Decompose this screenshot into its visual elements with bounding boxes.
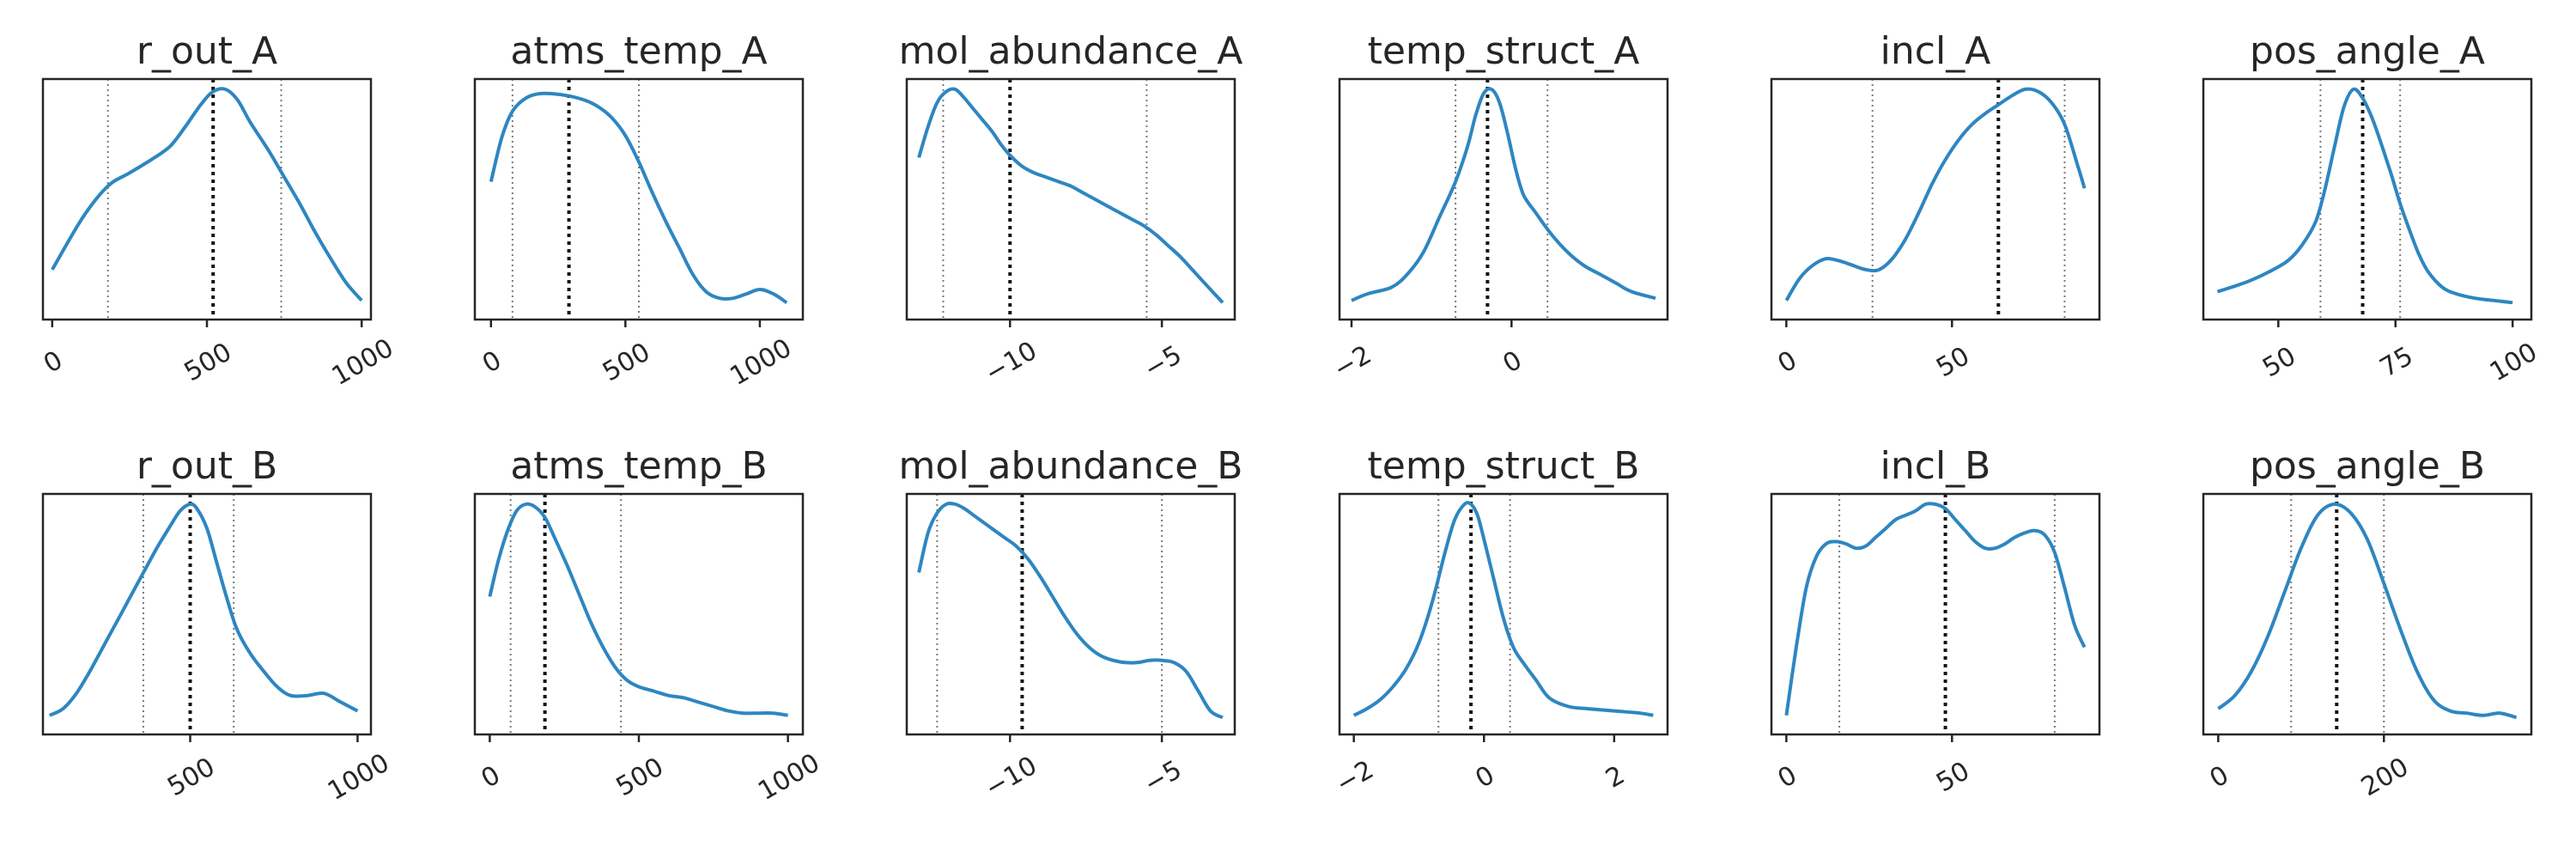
x-tick-label: 50 bbox=[1931, 341, 1975, 383]
subplot-title: pos_angle_B bbox=[2250, 444, 2485, 488]
subplot-title: incl_B bbox=[1880, 444, 1991, 488]
x-tick-label: 1000 bbox=[753, 748, 825, 807]
x-tick-label: −10 bbox=[980, 336, 1042, 389]
axes-frame bbox=[1338, 77, 1669, 321]
density-curve bbox=[48, 502, 359, 717]
axes-frame bbox=[1770, 77, 2101, 321]
axes-frame bbox=[905, 492, 1236, 736]
axes-frame bbox=[1338, 492, 1669, 736]
x-tick-label: 200 bbox=[2356, 752, 2414, 802]
subplot-title: mol_abundance_A bbox=[899, 29, 1243, 73]
subplot-title: r_out_A bbox=[137, 29, 277, 73]
x-tick-label: 0 bbox=[1498, 345, 1528, 380]
subplot-mol_abundance_A: mol_abundance_A −10 −5 bbox=[899, 29, 1243, 389]
x-tick-label: 500 bbox=[598, 337, 655, 387]
density-curve bbox=[489, 91, 788, 304]
x-tick-label: 0 bbox=[1773, 345, 1802, 380]
x-tick-label: 2 bbox=[1601, 760, 1630, 795]
density-curve bbox=[1784, 87, 2087, 302]
subplot-pos_angle_A: pos_angle_A 50 75 100 bbox=[2202, 29, 2543, 387]
subplot-atms_temp_A: atms_temp_A 0 500 1000 bbox=[473, 29, 805, 392]
x-tick-label: 75 bbox=[2375, 341, 2419, 383]
subplot-incl_A: incl_A 0 50 bbox=[1770, 29, 2101, 383]
x-tick-label: 0 bbox=[477, 345, 507, 380]
x-tick-label: −2 bbox=[1328, 340, 1376, 385]
subplot-title: r_out_B bbox=[137, 444, 277, 488]
x-tick-label: 1000 bbox=[725, 333, 797, 392]
subplot-pos_angle_B: pos_angle_B 0 200 bbox=[2202, 444, 2533, 802]
x-tick-label: −10 bbox=[980, 751, 1042, 804]
density-curve bbox=[2217, 502, 2518, 720]
subplot-r_out_A: r_out_A 0 500 1000 bbox=[39, 29, 398, 392]
x-tick-label: 0 bbox=[477, 760, 506, 795]
x-tick-label: 50 bbox=[2257, 341, 2301, 383]
density-curve bbox=[1351, 87, 1656, 302]
axes-frame bbox=[473, 492, 805, 736]
density-curve bbox=[917, 502, 1224, 720]
axes-frame bbox=[2202, 492, 2533, 736]
subplot-incl_B: incl_B 0 50 bbox=[1770, 444, 2101, 798]
subplot-title: pos_angle_A bbox=[2250, 29, 2485, 73]
x-tick-label: 500 bbox=[611, 752, 669, 802]
x-tick-label: 0 bbox=[2205, 760, 2234, 795]
density-curve bbox=[1352, 501, 1654, 717]
x-tick-label: −5 bbox=[1139, 340, 1187, 385]
x-tick-label: 100 bbox=[2485, 337, 2543, 387]
subplot-title: temp_struct_A bbox=[1368, 29, 1640, 73]
x-tick-label: 1000 bbox=[327, 333, 399, 392]
x-tick-label: 0 bbox=[1470, 760, 1499, 795]
density-curve bbox=[1784, 502, 2087, 716]
axes-frame bbox=[905, 77, 1236, 321]
axes-frame bbox=[41, 77, 373, 321]
density-curve bbox=[488, 502, 788, 717]
subplot-title: temp_struct_B bbox=[1368, 444, 1640, 488]
x-tick-label: 500 bbox=[179, 337, 237, 387]
subplot-title: atms_temp_A bbox=[510, 29, 767, 73]
density-curve bbox=[2216, 87, 2513, 305]
axes-frame bbox=[1770, 492, 2101, 736]
x-tick-label: 500 bbox=[162, 752, 220, 802]
subplot-mol_abundance_B: mol_abundance_B −10 −5 bbox=[899, 444, 1243, 804]
subplot-temp_struct_A: temp_struct_A −2 0 bbox=[1328, 29, 1669, 385]
x-tick-label: 50 bbox=[1931, 756, 1975, 798]
subplot-title: mol_abundance_B bbox=[899, 444, 1243, 488]
axes-frame bbox=[473, 77, 805, 321]
x-tick-label: −2 bbox=[1331, 755, 1379, 800]
x-tick-label: 0 bbox=[1773, 760, 1802, 795]
subplot-r_out_B: r_out_B 500 1000 bbox=[41, 444, 395, 807]
subplot-title: atms_temp_B bbox=[510, 444, 767, 488]
x-tick-label: 1000 bbox=[323, 748, 395, 807]
subplot-atms_temp_B: atms_temp_B 0 500 1000 bbox=[473, 444, 825, 807]
density-curve bbox=[51, 87, 363, 302]
subplot-temp_struct_B: temp_struct_B −2 0 2 bbox=[1331, 444, 1669, 800]
axes-frame bbox=[41, 492, 373, 736]
axes-frame bbox=[2202, 77, 2533, 321]
subplot-title: incl_A bbox=[1880, 29, 1991, 73]
density-curve bbox=[917, 87, 1224, 304]
x-tick-label: −5 bbox=[1139, 755, 1187, 800]
x-tick-label: 0 bbox=[39, 345, 68, 380]
